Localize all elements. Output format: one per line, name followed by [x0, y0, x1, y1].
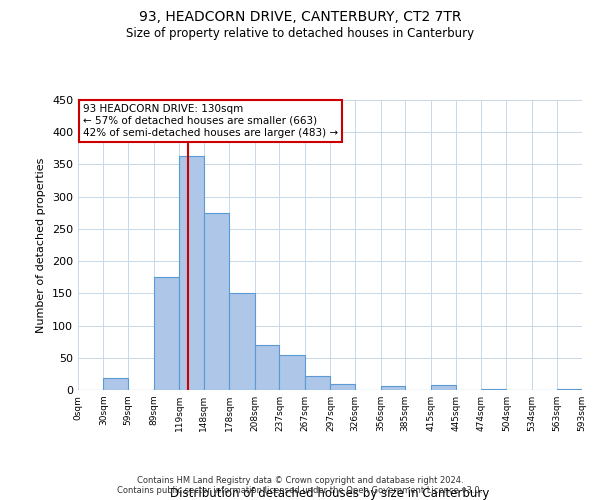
Bar: [154, 276, 179, 390]
Bar: [280, 354, 305, 390]
Bar: [431, 386, 456, 390]
Y-axis label: Number of detached properties: Number of detached properties: [37, 158, 46, 332]
Bar: [103, 378, 128, 390]
Text: 93, HEADCORN DRIVE, CANTERBURY, CT2 7TR: 93, HEADCORN DRIVE, CANTERBURY, CT2 7TR: [139, 10, 461, 24]
Bar: [229, 294, 255, 390]
Bar: [331, 384, 355, 390]
Bar: [255, 345, 280, 390]
Text: Size of property relative to detached houses in Canterbury: Size of property relative to detached ho…: [126, 28, 474, 40]
Bar: [204, 214, 229, 390]
Bar: [179, 156, 204, 390]
Text: 93 HEADCORN DRIVE: 130sqm
← 57% of detached houses are smaller (663)
42% of semi: 93 HEADCORN DRIVE: 130sqm ← 57% of detac…: [83, 104, 338, 138]
X-axis label: Distribution of detached houses by size in Canterbury: Distribution of detached houses by size …: [170, 487, 490, 500]
Bar: [380, 386, 405, 390]
Bar: [305, 376, 331, 390]
Text: Contains HM Land Registry data © Crown copyright and database right 2024.
Contai: Contains HM Land Registry data © Crown c…: [118, 476, 482, 495]
